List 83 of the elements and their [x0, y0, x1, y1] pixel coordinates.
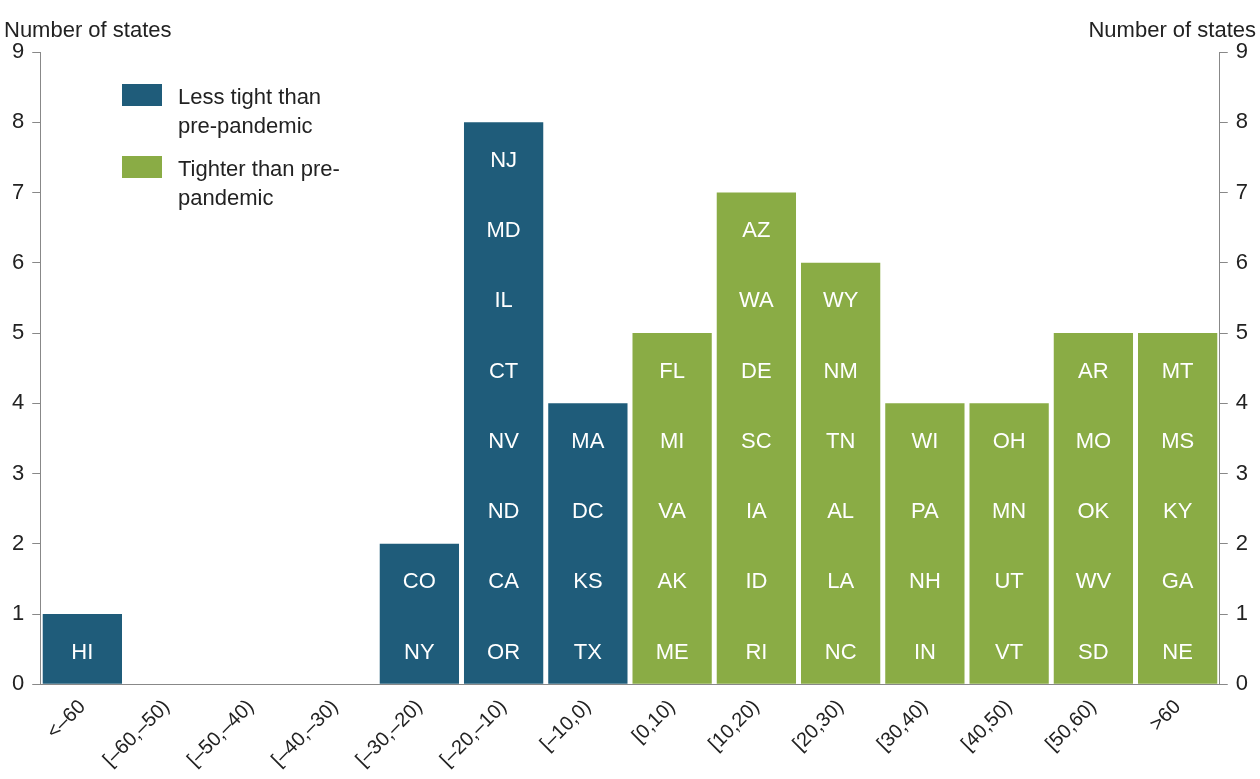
y-tick-label: 8 — [11, 108, 25, 134]
annotation: TX — [573, 638, 603, 664]
annotation: ME — [655, 638, 689, 664]
y-tick-label: 6 — [11, 248, 25, 274]
annotation: RI — [745, 638, 768, 664]
annotation: NY — [404, 638, 435, 664]
y2-tick-label: 2 — [1235, 529, 1249, 555]
annotation: GA — [1161, 568, 1194, 594]
annotation: CA — [488, 568, 520, 594]
y-tick-label: 7 — [11, 178, 25, 204]
y-tick-label: 0 — [11, 670, 25, 696]
y-tick-label: 3 — [11, 459, 25, 485]
annotation: HI — [71, 638, 94, 664]
annotation: IL — [494, 287, 513, 313]
bar — [716, 192, 797, 684]
bar — [379, 543, 460, 684]
annotation: NE — [1162, 638, 1193, 664]
annotation: TN — [825, 427, 856, 453]
y2-tick-label: 5 — [1235, 319, 1249, 345]
annotation: FL — [659, 357, 685, 383]
annotation: IN — [913, 638, 936, 664]
annotation: SD — [1078, 638, 1109, 664]
bar — [1138, 333, 1218, 684]
annotation: MI — [659, 427, 685, 453]
annotation: NC — [824, 638, 857, 664]
annotation: WA — [739, 287, 775, 313]
annotation: IA — [745, 498, 768, 524]
annotation: MN — [992, 498, 1027, 524]
y-tick-label: 1 — [11, 600, 25, 626]
bar — [548, 403, 628, 684]
legend-label: Tighter than pre-pandemic — [178, 155, 341, 212]
bar — [42, 614, 122, 684]
annotation: NJ — [490, 146, 518, 172]
annotation: MA — [571, 427, 605, 453]
annotation: DC — [571, 498, 604, 524]
annotation: MT — [1161, 357, 1194, 383]
bar — [800, 262, 881, 684]
annotation: DE — [741, 357, 772, 383]
y-tick-label: 4 — [11, 389, 25, 415]
annotation: KS — [573, 568, 603, 594]
annotation: OR — [487, 638, 521, 664]
legend-label: Less tight than pre-pandemic — [178, 83, 323, 140]
y2-tick-label: 8 — [1235, 108, 1249, 134]
x-tick-label: >60 — [1144, 694, 1185, 735]
annotation: AL — [827, 498, 855, 524]
y2-tick-label: 6 — [1235, 248, 1249, 274]
bar — [632, 333, 712, 684]
annotation: WY — [822, 287, 859, 313]
y2-tick-label: 4 — [1235, 389, 1249, 415]
annotation: NV — [488, 427, 520, 453]
annotation: AK — [657, 568, 688, 594]
bar — [463, 122, 544, 684]
bar — [885, 403, 965, 684]
annotation: MO — [1075, 427, 1112, 453]
annotation: WI — [911, 427, 939, 453]
annotation: ND — [487, 498, 520, 524]
annotation: OH — [992, 427, 1026, 453]
annotation: UT — [994, 568, 1024, 594]
annotation: MS — [1161, 427, 1195, 453]
annotation: VA — [658, 498, 687, 524]
annotation: OK — [1077, 498, 1110, 524]
bar — [1053, 333, 1134, 684]
annotation: PA — [911, 498, 940, 524]
y2-tick-label: 3 — [1235, 459, 1249, 485]
annotation: AZ — [742, 217, 771, 243]
annotation: MD — [486, 217, 521, 243]
annotation: NH — [908, 568, 941, 594]
y2-tick-label: 0 — [1235, 670, 1249, 696]
bar — [969, 403, 1049, 684]
y2-tick-label: 7 — [1235, 178, 1249, 204]
annotation: AR — [1078, 357, 1109, 383]
y2-tick-label: 1 — [1235, 600, 1249, 626]
annotation: VT — [995, 638, 1024, 664]
annotation: NM — [823, 357, 858, 383]
y-tick-label: 2 — [11, 529, 25, 555]
annotation: ID — [745, 568, 768, 594]
annotation: SC — [741, 427, 772, 453]
annotation: KY — [1162, 498, 1193, 524]
annotation: LA — [827, 568, 855, 594]
annotation: CT — [488, 357, 519, 383]
annotation: CO — [402, 568, 436, 594]
annotation: WV — [1075, 568, 1112, 594]
y-tick-label: 5 — [11, 319, 25, 345]
